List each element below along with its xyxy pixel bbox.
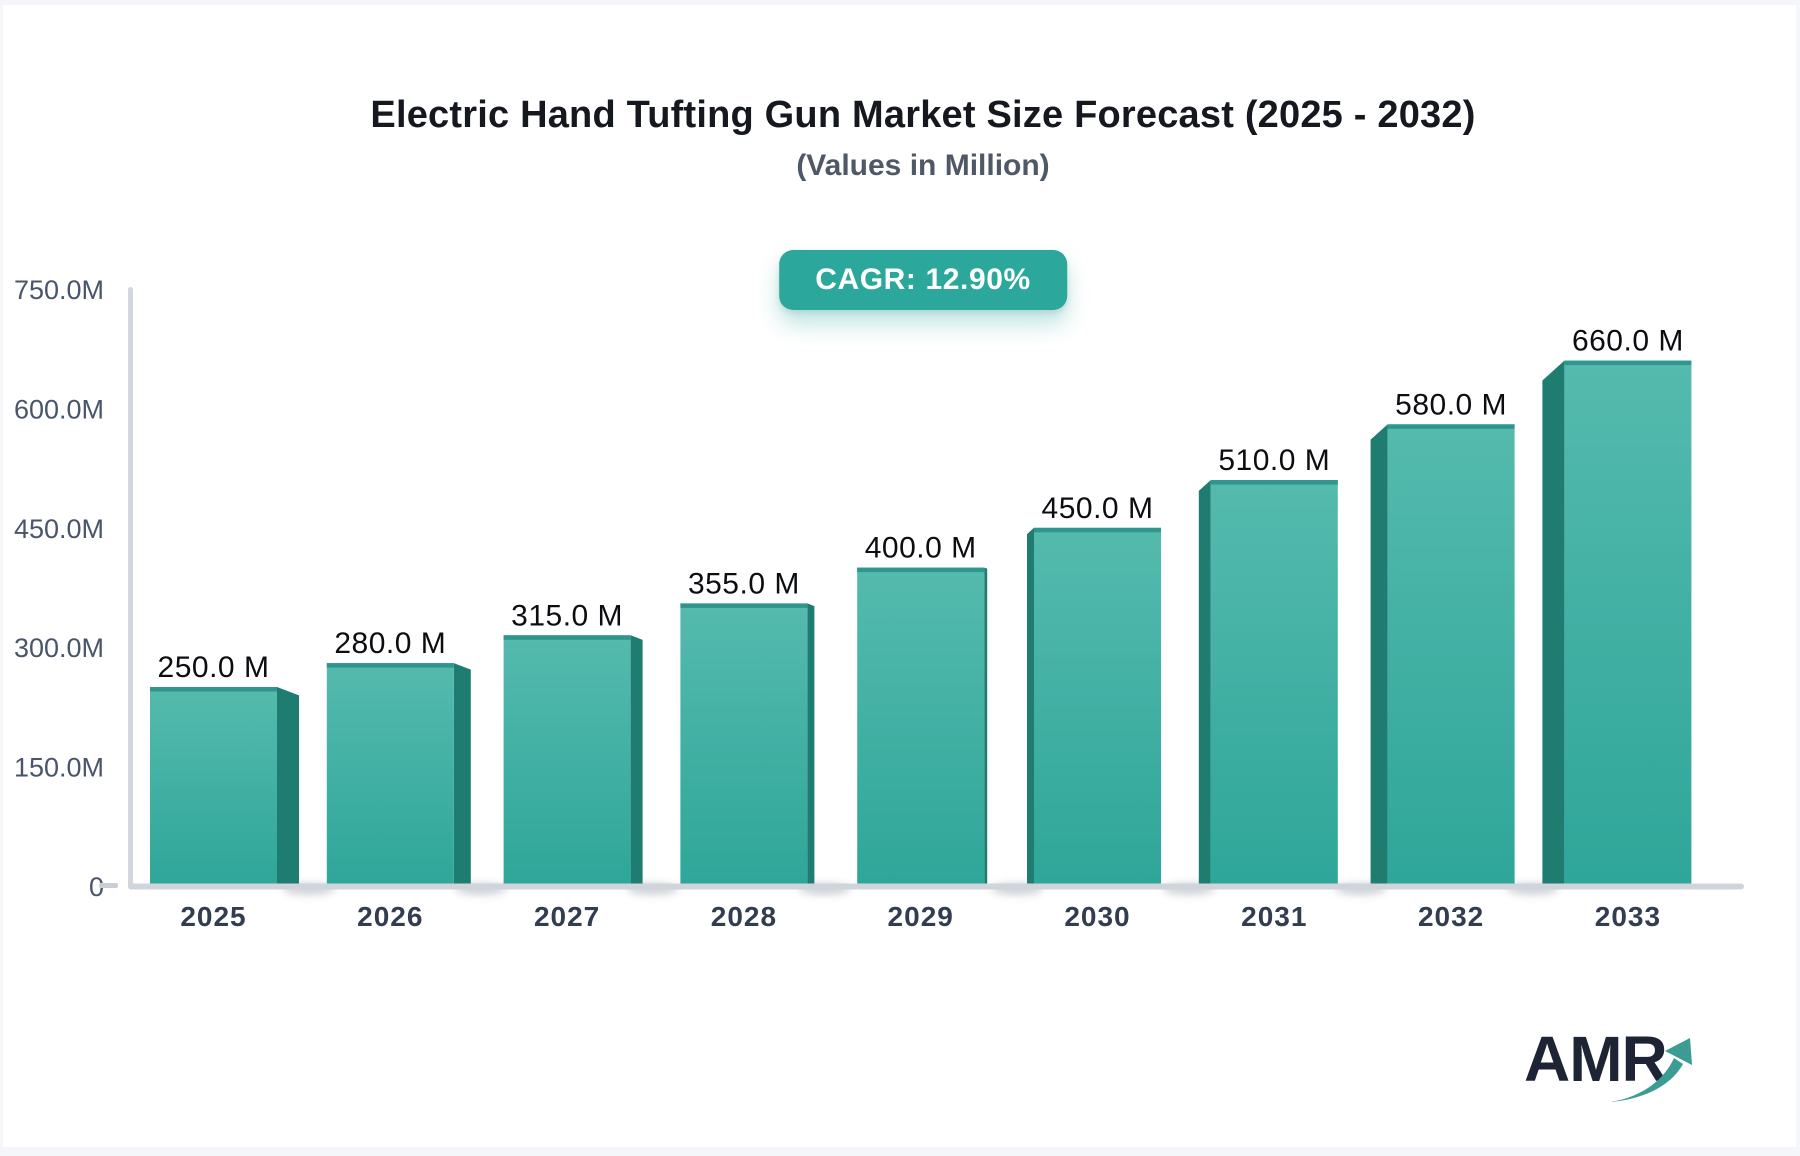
chart-title: Electric Hand Tufting Gun Market Size Fo… [370, 94, 1476, 136]
bar-2025 [150, 687, 299, 886]
bar-value-label-2029: 400.0 M [865, 532, 977, 565]
chart-subtitle: (Values in Million) [796, 149, 1050, 182]
bar-top-edge [1564, 360, 1692, 366]
growth-arrow-icon [1610, 1038, 1692, 1102]
y-tick-label-300.0M: 300.0M [14, 633, 104, 663]
bar-value-label-2030: 450.0 M [1042, 492, 1154, 525]
bar-side-face [630, 635, 643, 886]
amr-logo: AMR [1524, 1022, 1724, 1112]
bar-2030 [1027, 527, 1161, 886]
chart-header: Electric Hand Tufting Gun Market Size Fo… [46, 0, 1800, 310]
bar-top-edge [1387, 424, 1515, 429]
bar-side-face [1542, 360, 1565, 886]
bar-side-face [984, 567, 988, 886]
bar-2028 [680, 603, 815, 886]
x-tick-label-2027: 2027 [534, 901, 600, 932]
bar-value-label-2025: 250.0 M [158, 651, 270, 684]
bar-front-face [503, 635, 631, 886]
bar-top-edge [1034, 527, 1161, 533]
bar-top-edge [1210, 480, 1338, 485]
bar-2033 [1542, 360, 1692, 886]
bar-top-edge [680, 603, 808, 608]
bar-top-edge [503, 635, 631, 640]
bar-front-face [857, 567, 985, 886]
bar-front-face [326, 663, 454, 886]
x-tick-label-2029: 2029 [888, 901, 954, 932]
bar-top-edge [150, 687, 277, 692]
bar-side-face [1027, 527, 1034, 886]
bar-front-face [150, 687, 277, 886]
x-tick-label-2033: 2033 [1595, 901, 1661, 932]
x-axis-baseline [128, 883, 1744, 890]
x-tick-label-2025: 2025 [180, 901, 246, 932]
x-tick-label-2032: 2032 [1418, 901, 1484, 932]
amr-logo-text: AMR [1524, 1023, 1668, 1095]
y-tick-label-750.0M: 750.0M [14, 275, 104, 305]
bar-front-face [1387, 424, 1515, 886]
y-tick-label-0: 0 [89, 872, 104, 902]
bar-value-label-2028: 355.0 M [688, 567, 800, 600]
bar-2031 [1198, 480, 1338, 886]
y-tick-dash-0 [99, 883, 118, 888]
bar-2032 [1370, 424, 1515, 886]
bar-2027 [503, 635, 643, 886]
bar-front-face [1564, 360, 1692, 886]
cagr-badge: CAGR: 12.90% [779, 250, 1067, 310]
bar-value-label-2033: 660.0 M [1572, 325, 1684, 358]
y-tick-label-450.0M: 450.0M [14, 514, 104, 544]
bar-side-face [453, 663, 471, 886]
bar-value-label-2032: 580.0 M [1395, 388, 1507, 421]
x-tick-label-2026: 2026 [357, 901, 423, 932]
bar-2029 [857, 567, 988, 886]
bar-side-face [807, 603, 815, 886]
bar-2026 [326, 663, 471, 886]
bar-front-face [680, 603, 808, 886]
y-tick-label-600.0M: 600.0M [14, 394, 104, 424]
x-tick-label-2031: 2031 [1241, 901, 1307, 932]
bar-side-face [277, 687, 299, 886]
y-tick-label-150.0M: 150.0M [14, 753, 104, 783]
bar-front-face [1210, 480, 1338, 886]
bar-front-face [1034, 527, 1161, 886]
x-tick-label-2028: 2028 [711, 901, 777, 932]
bar-value-label-2027: 315.0 M [511, 599, 623, 632]
bar-side-face [1198, 480, 1211, 886]
bar-top-edge [326, 663, 454, 668]
bar-top-edge [857, 567, 985, 573]
y-axis-line [128, 287, 133, 889]
bar-value-label-2026: 280.0 M [334, 627, 446, 660]
bar-side-face [1370, 424, 1388, 886]
x-tick-label-2030: 2030 [1064, 901, 1130, 932]
bar-value-label-2031: 510.0 M [1218, 444, 1330, 477]
